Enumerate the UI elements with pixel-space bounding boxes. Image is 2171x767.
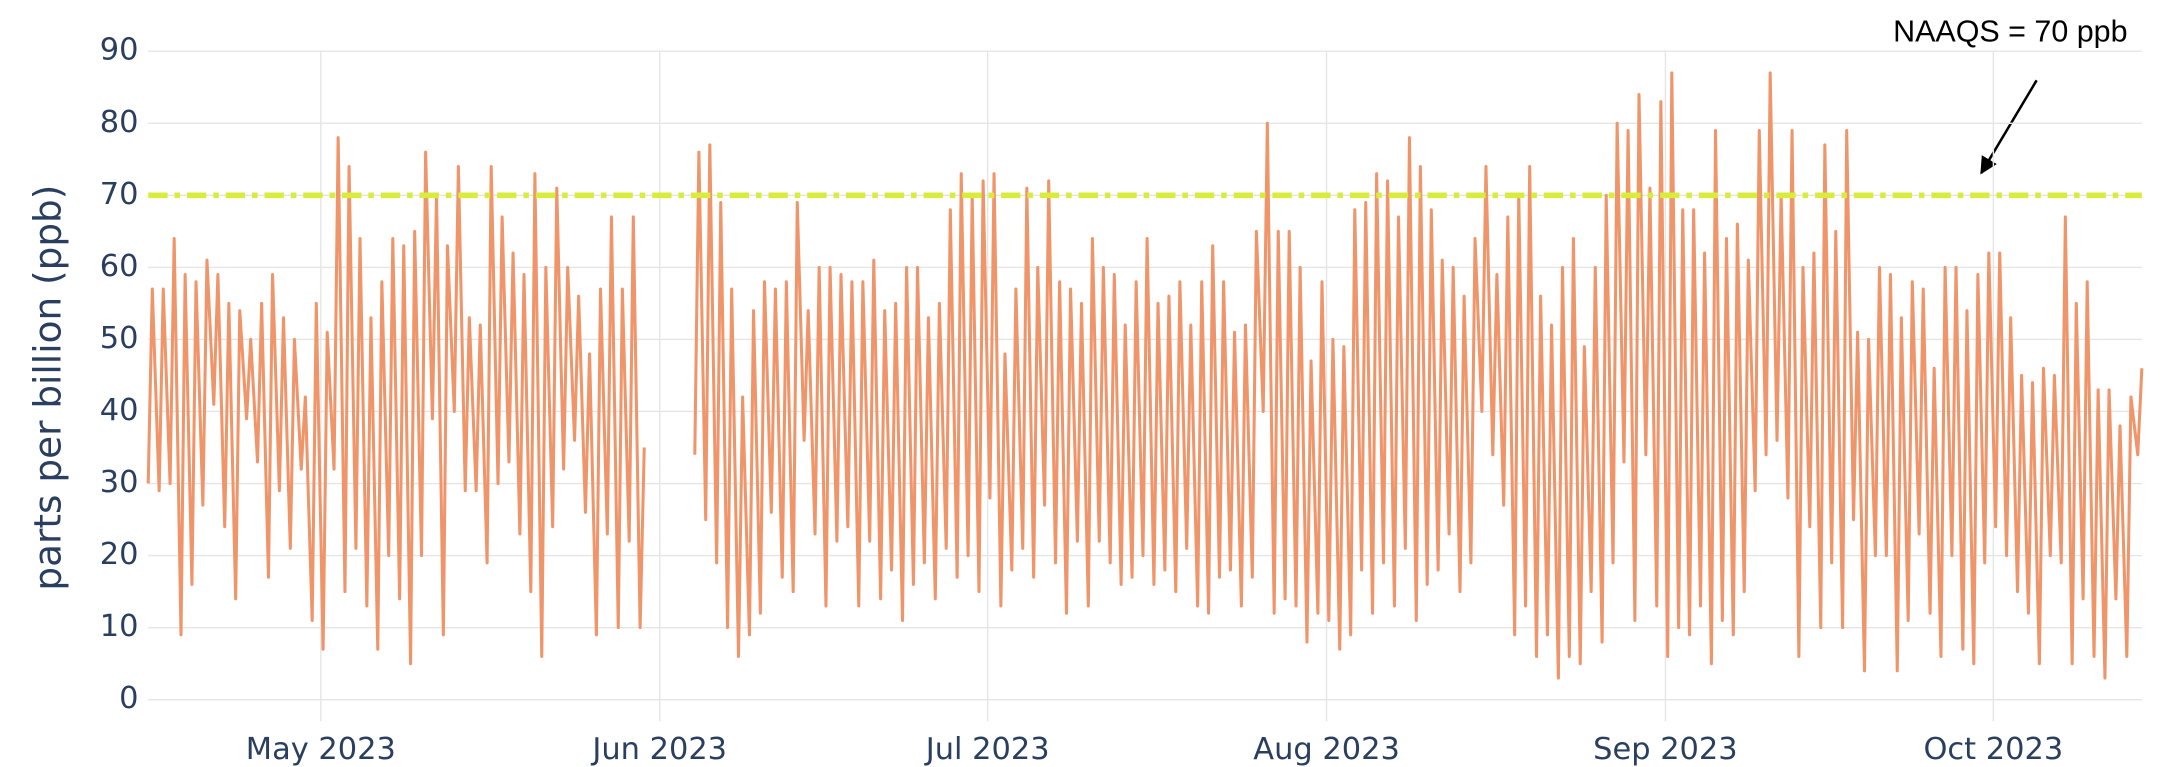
y-tick-label: 20: [100, 537, 139, 572]
y-tick-label: 90: [100, 33, 139, 68]
y-tick-label: 0: [119, 681, 138, 716]
y-tick-label: 10: [100, 609, 139, 644]
y-tick-label: 40: [100, 393, 139, 428]
y-axis-title: parts per billion (ppb): [25, 185, 69, 591]
y-tick-label: 50: [100, 321, 139, 356]
x-tick-label: Aug 2023: [1253, 732, 1400, 767]
y-tick-label: 60: [100, 249, 139, 284]
x-tick-label: Jul 2023: [924, 732, 1050, 767]
x-tick-label: May 2023: [246, 732, 396, 767]
y-tick-label: 80: [100, 105, 139, 140]
y-tick-label: 70: [100, 177, 139, 212]
data-line: [146, 71, 2144, 680]
x-tick-label: Oct 2023: [1923, 732, 2063, 767]
annotation-arrow: [1980, 79, 2038, 175]
y-tick-label: 30: [100, 465, 139, 500]
annotation: NAAQS = 70 ppb: [1893, 14, 2127, 48]
x-tick-label: Jun 2023: [590, 732, 727, 767]
x-tick-label: Sep 2023: [1593, 732, 1738, 767]
